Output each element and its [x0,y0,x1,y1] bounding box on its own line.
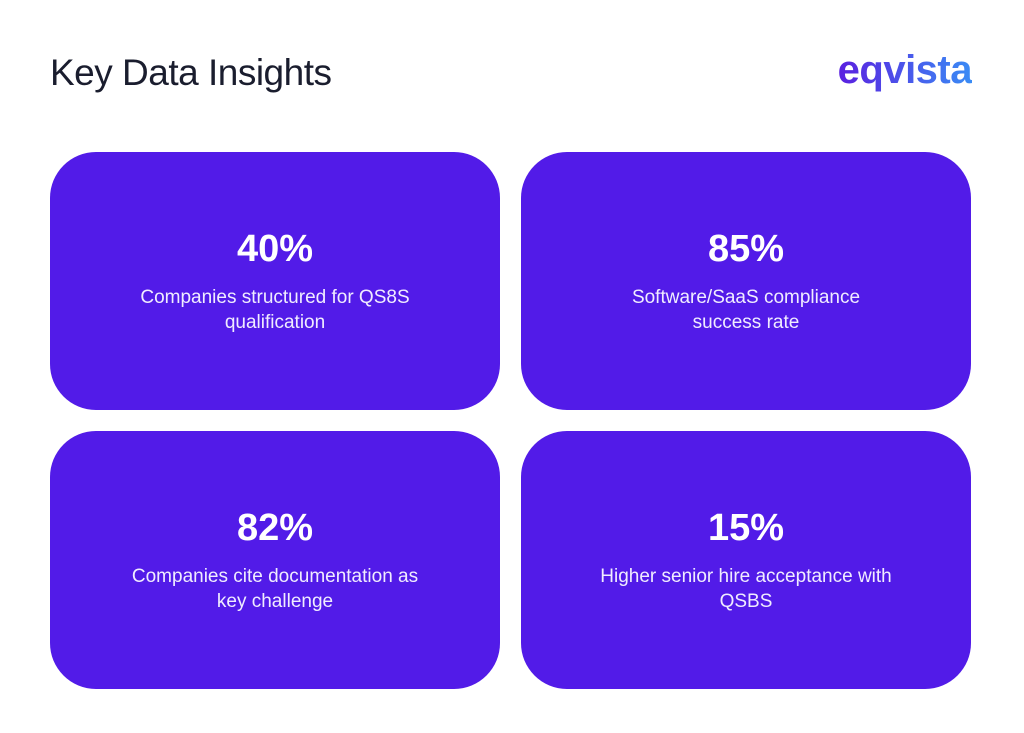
insight-value: 15% [707,506,785,549]
insight-value: 85% [707,227,785,270]
insight-card: 40% Companies structured for QS8S qualif… [50,152,500,410]
insight-description: Software/SaaS compliance success rate [631,286,861,333]
insight-card: 15% Higher senior hire acceptance with Q… [521,431,971,689]
insight-value: 82% [236,506,314,549]
eqvista-logo: eqvista [837,48,973,92]
insight-description: Companies structured for QS8S qualificat… [140,286,410,333]
insight-value: 40% [236,227,314,270]
insight-description: Higher senior hire acceptance with QSBS [600,565,892,612]
insight-card: 85% Software/SaaS compliance success rat… [521,152,971,410]
page-title: Key Data Insights [50,52,332,93]
insight-description: Companies cite documentation as key chal… [131,565,419,612]
insight-card: 82% Companies cite documentation as key … [50,431,500,689]
